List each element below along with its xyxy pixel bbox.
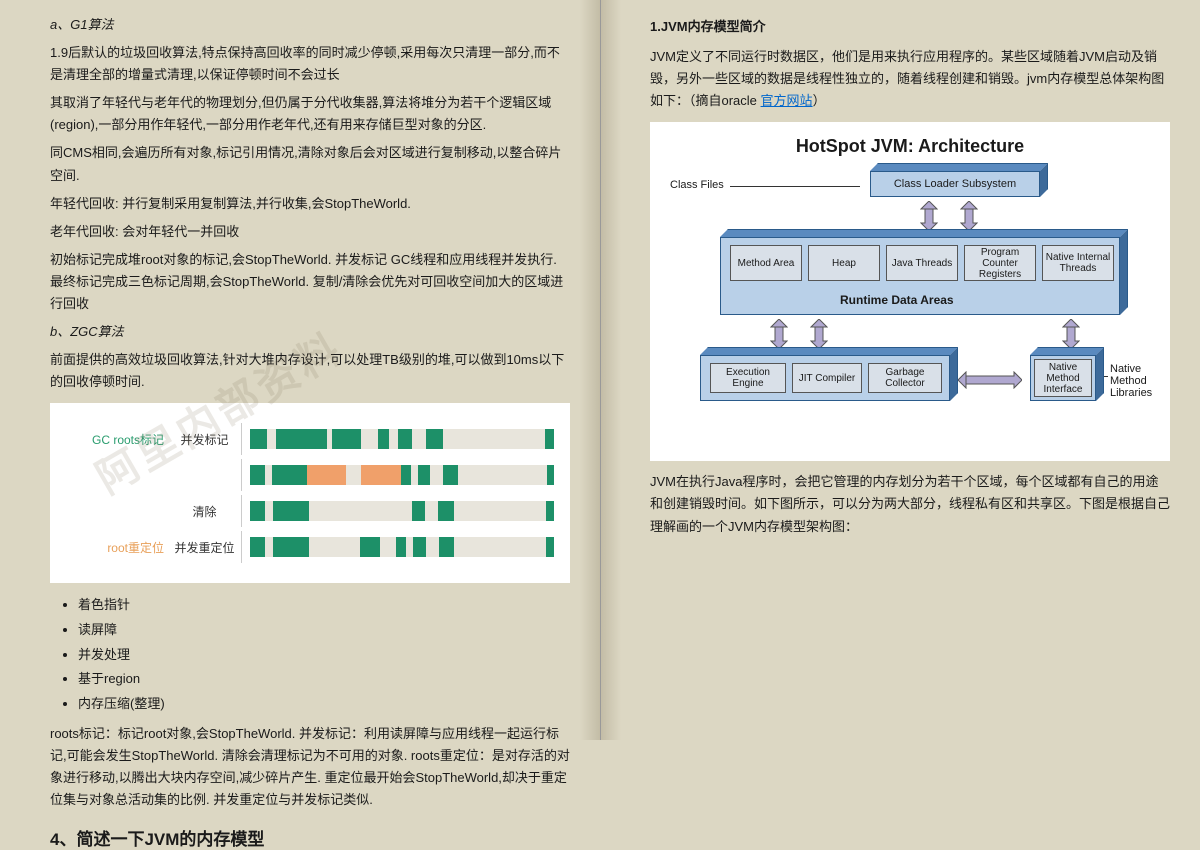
bullet-item: 基于region: [78, 667, 570, 692]
g1-p5: 老年代回收: 会对年轻代一并回收: [50, 221, 570, 243]
arrow-icon: [958, 371, 1022, 389]
zgc-p2: roots标记：标记root对象,会StopTheWorld. 并发标记：利用读…: [50, 723, 570, 811]
g1-p4: 年轻代回收: 并行复制采用复制算法,并行收集,会StopTheWorld.: [50, 193, 570, 215]
runtime-inner-box: Java Threads: [886, 245, 958, 281]
zgc-row-label: root重定位: [58, 539, 168, 556]
arrow-icon: [960, 201, 978, 231]
g1-p3: 同CMS相同,会遍历所有对象,标记引用情况,清除对象后会对区域进行复制移动,以整…: [50, 142, 570, 186]
class-files-label: Class Files: [670, 179, 724, 191]
runtime-inner-box: Native Internal Threads: [1042, 245, 1114, 281]
runtime-inner-box: Heap: [808, 245, 880, 281]
zgc-bar: [250, 429, 554, 449]
zgc-row-mid: 并发重定位: [168, 531, 242, 563]
arrow-icon: [1062, 319, 1080, 349]
bullet-item: 着色指针: [78, 593, 570, 618]
g1-p1: 1.9后默认的垃圾回收算法,特点保持高回收率的同时减少停顿,采用每次只清理一部分…: [50, 42, 570, 86]
bullet-item: 内存压缩(整理): [78, 692, 570, 717]
zgc-title: b、ZGC算法: [50, 321, 570, 343]
runtime-inner-box: Program Counter Registers: [964, 245, 1036, 281]
zgc-row-mid: 清除: [168, 495, 242, 527]
zgc-bar: [250, 501, 554, 521]
zgc-bar: [250, 537, 554, 557]
nml-label: Native Method Libraries: [1110, 363, 1160, 399]
jit-inner: JIT Compiler: [792, 363, 862, 393]
zgc-row-label: GC roots标记: [58, 431, 168, 448]
arrow-icon: [920, 201, 938, 231]
zgc-bullets: 着色指针读屏障并发处理基于region内存压缩(整理): [78, 593, 570, 716]
zgc-row-mid: 并发标记: [168, 423, 242, 455]
zgc-bar: [250, 465, 554, 485]
jvm-intro-text: JVM定义了不同运行时数据区，他们是用来执行应用程序的。某些区域随着JVM启动及…: [650, 49, 1164, 108]
right-column: 1.JVM内存模型简介 JVM定义了不同运行时数据区，他们是用来执行应用程序的。…: [600, 0, 1200, 740]
bullet-item: 并发处理: [78, 643, 570, 668]
gc-inner: Garbage Collector: [868, 363, 942, 393]
exec-inner: Execution Engine: [710, 363, 786, 393]
jvm-diagram-title: HotSpot JVM: Architecture: [660, 136, 1160, 157]
zgc-row: [58, 459, 554, 491]
g1-p2: 其取消了年轻代与老年代的物理划分,但仍属于分代收集器,算法将堆分为若干个逻辑区域…: [50, 92, 570, 136]
runtime-label: Runtime Data Areas: [840, 293, 954, 307]
zgc-diagram: GC roots标记并发标记清除root重定位并发重定位: [50, 403, 570, 583]
arrow-icon: [770, 319, 788, 349]
zgc-p1: 前面提供的高效垃圾回收算法,针对大堆内存设计,可以处理TB级别的堆,可以做到10…: [50, 349, 570, 393]
g1-title: a、G1算法: [50, 14, 570, 36]
nmi-inner: Native Method Interface: [1034, 359, 1092, 397]
oracle-link[interactable]: 官方网站: [761, 93, 813, 108]
jvm-intro-p1: JVM定义了不同运行时数据区，他们是用来执行应用程序的。某些区域随着JVM启动及…: [650, 46, 1170, 112]
g1-p6: 初始标记完成堆root对象的标记,会StopTheWorld. 并发标记 GC线…: [50, 249, 570, 315]
arrow-icon: [810, 319, 828, 349]
jvm-intro-tail: ）: [813, 93, 826, 108]
zgc-row: root重定位并发重定位: [58, 531, 554, 563]
section-4-heading: 4、简述一下JVM的内存模型: [50, 825, 570, 850]
jvm-intro-heading: 1.JVM内存模型简介: [650, 16, 1170, 38]
runtime-inner-box: Method Area: [730, 245, 802, 281]
zgc-row: GC roots标记并发标记: [58, 423, 554, 455]
jvm-architecture-diagram: HotSpot JVM: Architecture Class FilesCla…: [650, 122, 1170, 461]
bullet-item: 读屏障: [78, 618, 570, 643]
zgc-row-mid: [168, 459, 242, 491]
left-column: a、G1算法 1.9后默认的垃圾回收算法,特点保持高回收率的同时减少停顿,采用每…: [0, 0, 600, 740]
jvm-p2: JVM在执行Java程序时，会把它管理的内存划分为若干个区域，每个区域都有自己的…: [650, 471, 1170, 537]
zgc-row: 清除: [58, 495, 554, 527]
